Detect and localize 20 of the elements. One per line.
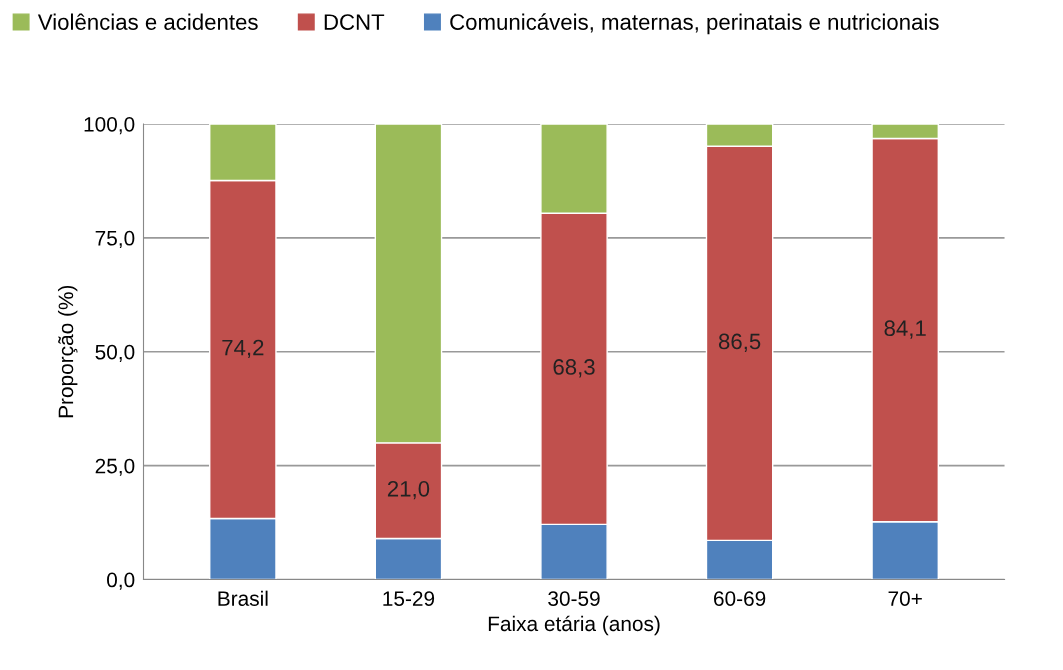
x-tick-label: 60-69 (714, 591, 766, 606)
data-label: 86,5 (718, 333, 761, 352)
y-tick-label: 100,0 (84, 116, 135, 135)
data-label: 68,3 (553, 359, 595, 378)
y-tick-label: 75,0 (95, 230, 135, 249)
legend-label: Comunicáveis, maternas, perinatais e nutricionais (450, 13, 939, 35)
x-tick-label: 70+ (888, 591, 922, 606)
data-label: 84,1 (884, 320, 926, 339)
x-tick-label: Brasil (218, 590, 268, 606)
legend-label: Violências e acidentes (37, 13, 258, 30)
x-tick-label: 15-29 (383, 591, 435, 606)
y-axis-title: Proporção (%) (57, 285, 78, 418)
data-label: 74,2 (222, 339, 264, 359)
x-axis-title: Faixa etária (anos) (488, 615, 660, 636)
data-label: 21,0 (387, 480, 430, 500)
y-tick-label: 50,0 (95, 344, 135, 362)
legend-label: DCNT (324, 14, 385, 30)
y-tick-label: 25,0 (95, 458, 135, 476)
x-tick-label: 30-59 (548, 591, 600, 606)
y-tick-label: 0,0 (107, 572, 135, 590)
